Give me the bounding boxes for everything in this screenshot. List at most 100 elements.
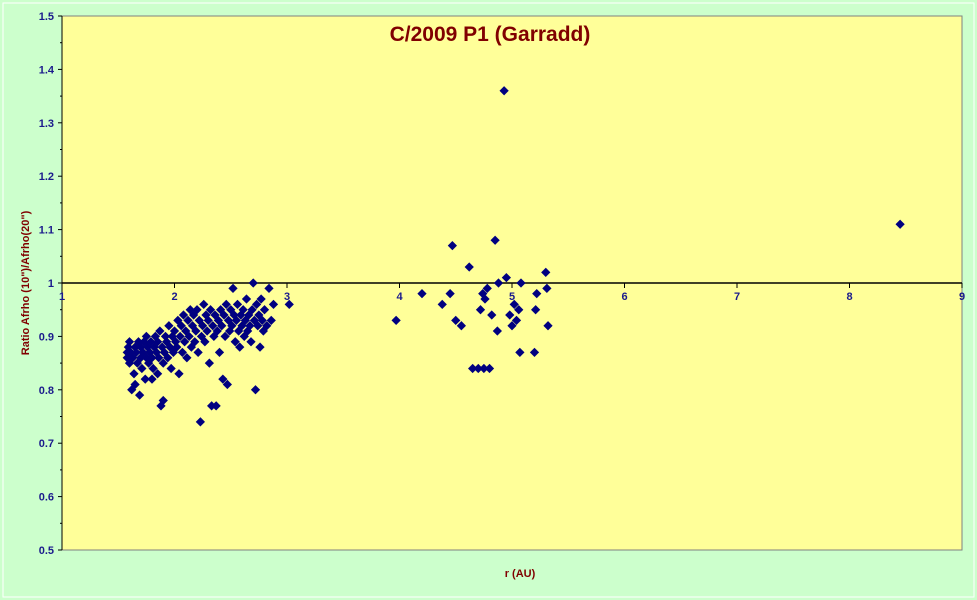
data-point <box>147 374 157 384</box>
data-point <box>164 321 174 331</box>
data-point <box>247 305 257 315</box>
data-point <box>193 347 203 358</box>
data-point <box>505 310 515 320</box>
data-point <box>532 289 542 299</box>
data-point <box>542 283 552 293</box>
data-point <box>480 294 490 304</box>
x-axis-title: r (AU) <box>505 568 536 580</box>
data-point <box>499 86 509 96</box>
data-point <box>140 374 150 384</box>
y-tick-label: 1.2 <box>39 171 54 183</box>
data-point <box>166 363 176 374</box>
data-point <box>184 331 194 342</box>
data-point <box>137 363 147 374</box>
data-point <box>204 358 214 368</box>
data-point <box>238 305 248 315</box>
data-point <box>212 326 222 336</box>
x-tick-label: 6 <box>621 291 627 303</box>
chart-title: C/2009 P1 (Garradd) <box>390 23 591 46</box>
data-point <box>514 305 524 315</box>
data-point <box>198 321 208 331</box>
y-tick-label: 0.9 <box>39 331 54 343</box>
data-point <box>178 310 189 320</box>
data-point <box>214 347 225 358</box>
data-point <box>895 219 905 229</box>
data-point <box>158 358 168 368</box>
data-point <box>531 305 541 315</box>
y-tick-label: 0.8 <box>39 385 54 397</box>
data-point <box>175 331 185 342</box>
data-point <box>235 342 245 352</box>
data-point <box>445 289 455 299</box>
y-tick-label: 0.5 <box>39 545 54 557</box>
data-point <box>228 283 238 293</box>
data-point <box>529 347 540 358</box>
data-point <box>211 401 221 411</box>
data-point <box>515 347 525 358</box>
data-point <box>130 379 140 390</box>
data-point <box>250 385 261 395</box>
data-point <box>124 337 135 347</box>
y-tick-label: 1.4 <box>39 64 55 76</box>
data-point <box>464 262 474 272</box>
y-tick-label: 1 <box>48 278 54 290</box>
data-point <box>230 337 240 347</box>
data-point <box>284 299 294 309</box>
data-point <box>227 321 237 331</box>
data-point <box>219 310 229 320</box>
data-point <box>246 337 256 347</box>
y-axis-title: Ratio Afrho (10")/Afrho(20") <box>20 210 32 355</box>
data-point <box>541 267 551 277</box>
data-point <box>190 337 200 347</box>
y-tick-label: 1.3 <box>39 118 54 130</box>
x-tick-label: 2 <box>171 291 177 303</box>
y-tick-label: 0.6 <box>39 492 54 504</box>
data-point <box>208 321 218 331</box>
data-point <box>154 353 164 363</box>
data-point <box>248 278 258 288</box>
y-tick-label: 1.5 <box>39 11 54 23</box>
data-point <box>417 289 427 299</box>
data-point <box>484 363 495 374</box>
data-point <box>172 342 182 352</box>
data-point <box>511 315 522 326</box>
data-point <box>493 278 504 288</box>
data-point <box>135 390 145 400</box>
data-point <box>490 235 500 245</box>
data-point <box>148 363 158 374</box>
data-point <box>182 353 192 363</box>
data-point <box>202 326 212 336</box>
data-point <box>255 342 265 352</box>
x-tick-label: 4 <box>396 291 403 303</box>
data-point <box>155 326 165 336</box>
x-tick-label: 8 <box>846 291 852 303</box>
data-point <box>264 283 274 293</box>
data-points <box>122 86 905 427</box>
y-tick-label: 0.7 <box>39 438 54 450</box>
data-point <box>252 299 262 309</box>
data-point <box>218 374 228 384</box>
y-tick-label: 1.1 <box>39 225 54 237</box>
data-point <box>437 299 447 309</box>
data-point <box>129 369 139 379</box>
data-point <box>501 273 511 283</box>
data-point <box>141 331 151 342</box>
data-point <box>203 315 213 326</box>
data-point <box>199 299 209 309</box>
data-point <box>482 283 492 293</box>
data-point <box>262 321 272 331</box>
data-point <box>268 299 279 309</box>
x-axis: 1 2 3 4 5 6 7 8 9 <box>59 283 965 303</box>
data-point <box>131 347 141 358</box>
data-point <box>195 417 205 427</box>
x-tick-label: 9 <box>959 291 965 303</box>
data-point <box>147 353 157 363</box>
data-point <box>492 326 502 336</box>
x-tick-label: 3 <box>284 291 290 303</box>
data-point <box>221 299 231 309</box>
data-point <box>200 337 210 347</box>
data-point <box>447 240 457 251</box>
data-point <box>516 278 526 288</box>
